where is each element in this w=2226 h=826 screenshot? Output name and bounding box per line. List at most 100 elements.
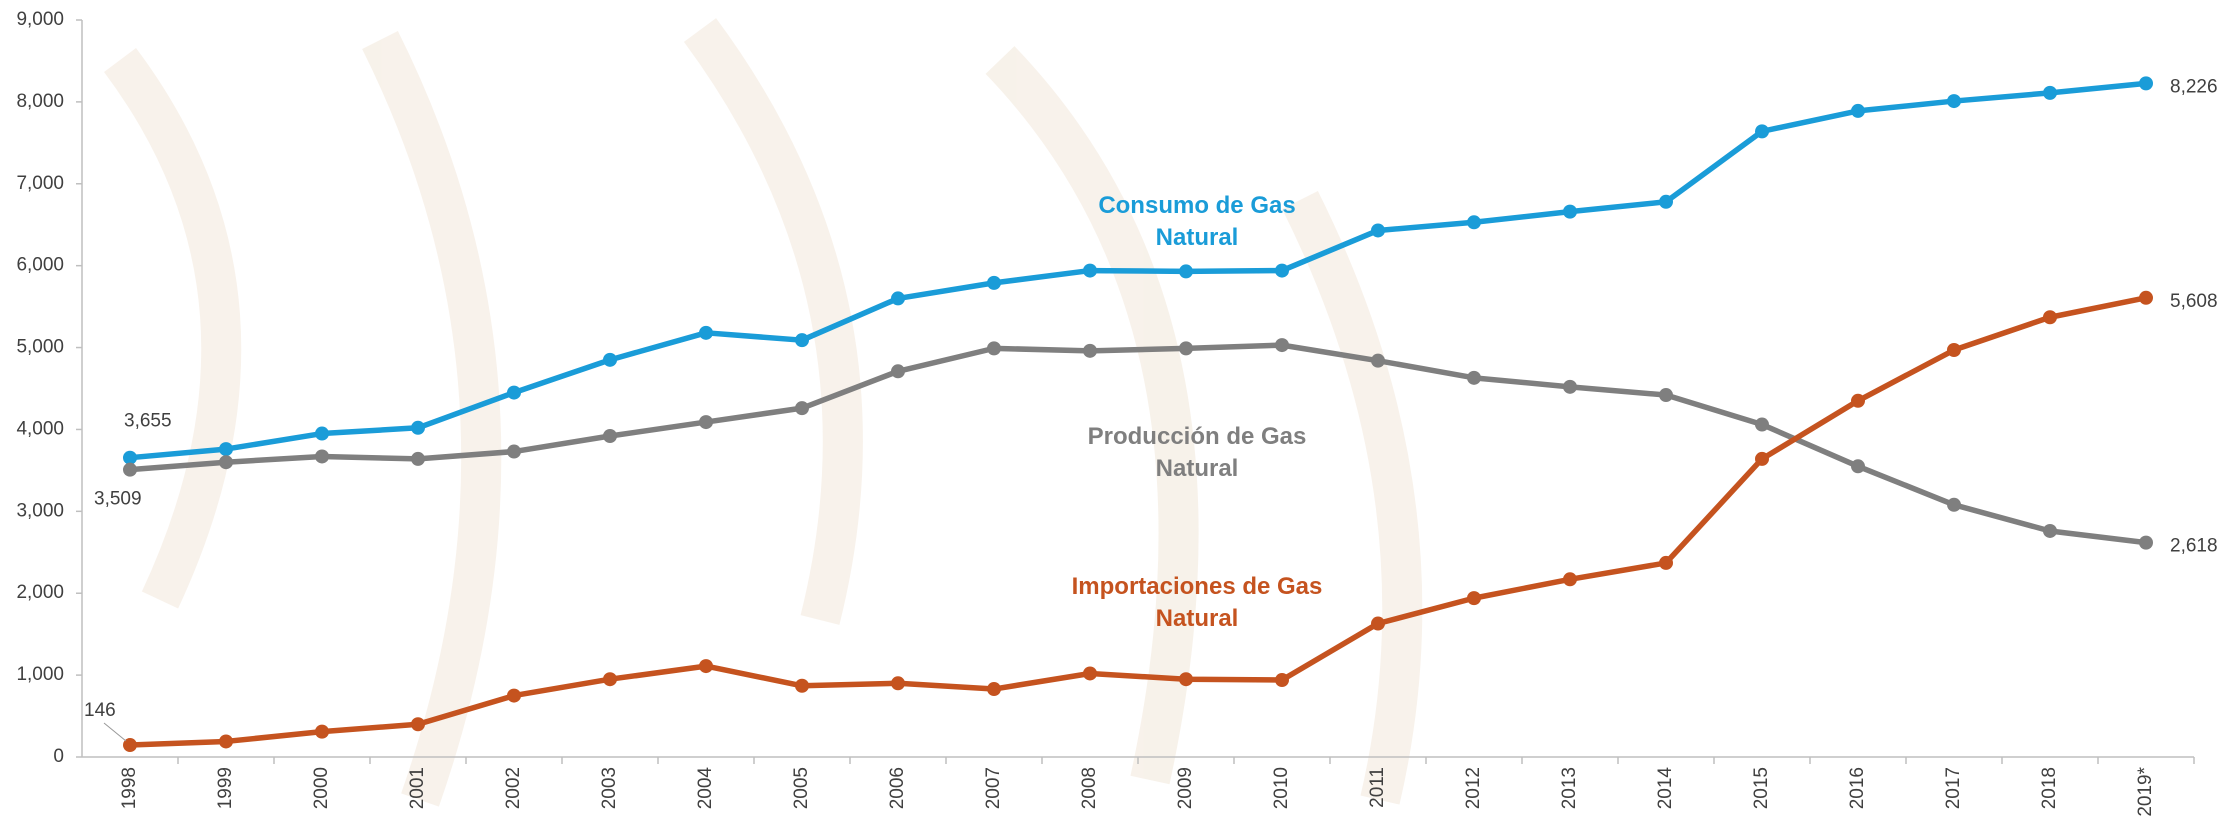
x-tick-label: 2015	[1751, 767, 1772, 809]
y-tick-label: 5,000	[16, 337, 64, 358]
y-tick-label: 2,000	[16, 582, 64, 603]
value-label: 3,655	[124, 411, 172, 432]
y-tick-label: 0	[53, 746, 64, 767]
x-tick-label: 2007	[983, 767, 1004, 809]
data-point	[987, 341, 1001, 355]
series-label: Importaciones de Gas Natural	[1067, 571, 1327, 635]
data-point	[1371, 223, 1385, 237]
data-point	[1755, 418, 1769, 432]
data-point	[315, 449, 329, 463]
data-point	[1755, 452, 1769, 466]
data-point	[891, 291, 905, 305]
x-tick-label: 2014	[1655, 767, 1676, 810]
data-point	[1275, 338, 1289, 352]
data-point	[1947, 94, 1961, 108]
x-tick-label: 1998	[119, 767, 140, 809]
x-tick-label: 2003	[599, 767, 620, 809]
leader-line	[104, 723, 126, 741]
data-point	[1467, 591, 1481, 605]
data-point	[2043, 86, 2057, 100]
data-point	[987, 276, 1001, 290]
data-point	[795, 401, 809, 415]
chart: 01,0002,0003,0004,0005,0006,0007,0008,00…	[0, 0, 2226, 826]
value-label: 2,618	[2170, 536, 2218, 557]
series-line	[130, 298, 2146, 745]
x-tick-label: 2012	[1463, 767, 1484, 809]
y-tick-label: 8,000	[16, 91, 64, 112]
x-tick-label: 2017	[1943, 767, 1964, 809]
x-tick-label: 2009	[1175, 767, 1196, 809]
x-tick-label: 2002	[503, 767, 524, 809]
data-point	[1563, 205, 1577, 219]
data-point	[2139, 291, 2153, 305]
data-point	[603, 672, 617, 686]
data-point	[123, 463, 137, 477]
data-point	[1083, 666, 1097, 680]
data-point	[2043, 524, 2057, 538]
x-tick-label: 2000	[311, 767, 332, 809]
data-point	[1563, 572, 1577, 586]
data-point	[1083, 264, 1097, 278]
data-point	[2139, 76, 2153, 90]
data-point	[699, 415, 713, 429]
data-point	[507, 386, 521, 400]
data-point	[1179, 264, 1193, 278]
data-point	[987, 682, 1001, 696]
x-tick-label: 2005	[791, 767, 812, 809]
data-point	[1947, 343, 1961, 357]
data-point	[219, 442, 233, 456]
data-point	[2043, 310, 2057, 324]
x-tick-label: 2006	[887, 767, 908, 809]
data-point	[2139, 536, 2153, 550]
data-point	[1755, 124, 1769, 138]
data-point	[699, 326, 713, 340]
chart-page: 01,0002,0003,0004,0005,0006,0007,0008,00…	[0, 0, 2226, 826]
data-point	[1275, 673, 1289, 687]
data-point	[891, 364, 905, 378]
data-point	[699, 659, 713, 673]
data-point	[795, 679, 809, 693]
x-tick-label: 2001	[407, 767, 428, 809]
y-tick-label: 9,000	[16, 9, 64, 30]
data-point	[1179, 341, 1193, 355]
data-point	[1659, 388, 1673, 402]
data-point	[1467, 371, 1481, 385]
x-tick-label: 2013	[1559, 767, 1580, 809]
value-label: 5,608	[2170, 291, 2218, 312]
data-point	[891, 676, 905, 690]
y-tick-label: 1,000	[16, 664, 64, 685]
data-point	[1851, 394, 1865, 408]
data-point	[603, 429, 617, 443]
data-point	[507, 445, 521, 459]
value-label: 146	[84, 700, 116, 721]
series-label: Consumo de Gas Natural	[1067, 190, 1327, 254]
value-label: 3,509	[94, 489, 142, 510]
data-point	[1659, 556, 1673, 570]
x-tick-label: 2019*	[2135, 766, 2156, 816]
data-point	[315, 725, 329, 739]
data-point	[411, 452, 425, 466]
series-label: Producción de Gas Natural	[1067, 421, 1327, 485]
y-tick-label: 3,000	[16, 500, 64, 521]
value-label: 8,226	[2170, 76, 2218, 97]
data-point	[1275, 264, 1289, 278]
data-point	[219, 734, 233, 748]
x-tick-label: 2010	[1271, 767, 1292, 809]
data-point	[1179, 672, 1193, 686]
data-point	[507, 689, 521, 703]
x-tick-label: 2016	[1847, 767, 1868, 809]
data-point	[411, 421, 425, 435]
data-point	[1083, 344, 1097, 358]
data-point	[603, 353, 617, 367]
data-point	[1947, 498, 1961, 512]
y-tick-label: 6,000	[16, 255, 64, 276]
x-tick-label: 2008	[1079, 767, 1100, 809]
x-tick-label: 2011	[1367, 767, 1388, 808]
data-point	[1659, 195, 1673, 209]
data-point	[795, 333, 809, 347]
data-point	[411, 717, 425, 731]
y-tick-label: 7,000	[16, 173, 64, 194]
data-point	[1851, 459, 1865, 473]
data-point	[1467, 215, 1481, 229]
data-point	[1371, 354, 1385, 368]
